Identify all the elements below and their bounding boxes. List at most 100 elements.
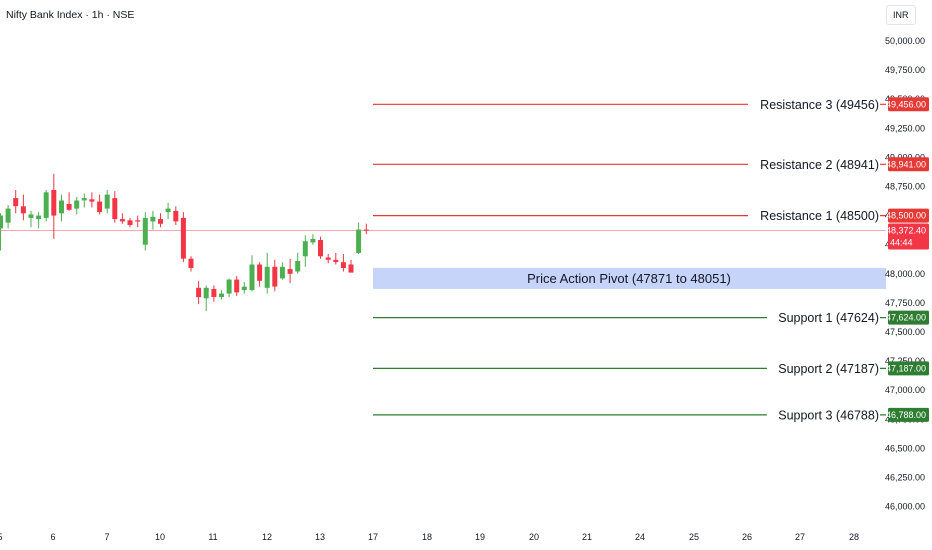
- y-tick-label: 49,750.00: [885, 65, 925, 75]
- candle-body: [59, 200, 64, 214]
- candle-body: [74, 200, 80, 209]
- candle-body: [356, 229, 362, 253]
- currency-selector[interactable]: INR: [886, 5, 916, 25]
- candle: [150, 210, 156, 230]
- pivot-zone-band: [373, 267, 886, 289]
- last-price-badge-bg: [888, 223, 929, 250]
- resistance-price-badge: 48,941.00: [886, 159, 926, 169]
- candle-body: [203, 287, 209, 299]
- candle: [325, 254, 331, 264]
- support-label: Support 3 (46788): [778, 408, 879, 422]
- candle-body: [127, 220, 133, 225]
- candle-body: [340, 262, 346, 268]
- candle: [272, 259, 278, 292]
- x-tick-label: 10: [155, 532, 165, 542]
- resistance-price-badge-bg: [888, 157, 929, 172]
- candle: [356, 222, 362, 254]
- candle-body: [318, 240, 323, 257]
- candle-body: [272, 266, 278, 287]
- candle-body: [81, 198, 87, 201]
- candle-body: [173, 210, 179, 222]
- candle: [249, 255, 255, 292]
- resistance-label: Resistance 1 (48500): [760, 209, 879, 223]
- candle: [318, 236, 323, 259]
- candle: [119, 213, 125, 224]
- x-tick-label: 12: [262, 532, 272, 542]
- candle: [340, 254, 346, 272]
- symbol-title: Nifty Bank Index · 1h · NSE: [6, 9, 135, 21]
- levels-layer: Resistance 3 (49456) Resistance 2 (48941)…: [0, 96, 886, 423]
- support-price-badge: 47,624.00: [886, 313, 926, 323]
- candle: [287, 258, 293, 284]
- candle: [13, 190, 19, 214]
- support-label-bg: [766, 309, 880, 326]
- candle-body: [325, 257, 331, 260]
- resistance-label-bg: [748, 156, 880, 173]
- candle-body: [264, 266, 270, 288]
- candle: [97, 194, 103, 215]
- candle-body: [348, 264, 354, 273]
- candle-body: [104, 194, 110, 209]
- candle: [59, 194, 64, 222]
- support-label-bg: [766, 406, 880, 423]
- candle: [279, 262, 285, 280]
- candle: [66, 192, 72, 211]
- candle-body: [51, 190, 57, 216]
- support-price-badge-bg: [888, 310, 929, 325]
- candle: [203, 285, 209, 311]
- candles-layer: [0, 173, 369, 311]
- y-tick-label: 50,000.00: [885, 36, 925, 46]
- candle: [142, 212, 148, 251]
- x-tick-label: 20: [529, 532, 539, 542]
- price-badges-layer: 49,456.00 48,941.00 48,500.00 47,624.00 47,1…: [886, 97, 929, 422]
- candle-body: [211, 288, 217, 297]
- candle-body: [279, 266, 285, 279]
- candle-body: [333, 259, 339, 263]
- resistance-price-badge-bg: [888, 208, 929, 223]
- x-tick-label: 27: [795, 532, 805, 542]
- candle: [104, 190, 110, 214]
- support-price-badge-bg: [888, 407, 929, 422]
- y-tick-label: 47,750.00: [885, 298, 925, 308]
- candle-body: [165, 208, 171, 213]
- y-tick-label: 47,000.00: [885, 385, 925, 395]
- x-tick-label: 6: [50, 532, 55, 542]
- candle: [241, 281, 247, 294]
- candle-body: [226, 279, 232, 294]
- candle: [51, 173, 57, 239]
- candle-body: [287, 269, 293, 274]
- candle: [234, 276, 240, 296]
- last-price-badge: 48,372.40: [886, 226, 926, 236]
- candle-body: [66, 204, 72, 210]
- candle: [5, 205, 11, 229]
- candle-body: [135, 220, 141, 222]
- candle: [158, 213, 163, 228]
- support-label: Support 1 (47624): [778, 311, 879, 325]
- pivot-zone-layer: Price Action Pivot (47871 to 48051): [373, 267, 886, 289]
- y-tick-label: 47,250.00: [885, 356, 925, 366]
- resistance-price-badge-bg: [888, 97, 929, 112]
- x-tick-label: 17: [368, 532, 378, 542]
- candle: [348, 259, 354, 273]
- x-tick-label: 18: [422, 532, 432, 542]
- candle: [36, 212, 42, 229]
- candle-body: [150, 216, 156, 222]
- candle: [89, 192, 95, 208]
- candle: [257, 262, 263, 287]
- candle: [363, 223, 369, 235]
- candle-body: [20, 206, 26, 214]
- support-label-bg: [766, 360, 880, 377]
- candle-body: [196, 287, 202, 298]
- candle: [28, 210, 34, 228]
- resistance-label: Resistance 3 (49456): [760, 98, 879, 112]
- support-price-badge: 47,187.00: [886, 363, 926, 373]
- x-tick-label: 13: [315, 532, 325, 542]
- candle: [20, 194, 26, 221]
- pivot-zone-label: Price Action Pivot (47871 to 48051): [527, 271, 731, 286]
- candle-body: [188, 258, 194, 268]
- candle-body: [241, 286, 247, 291]
- candle-body: [36, 215, 42, 220]
- resistance-label-bg: [748, 96, 880, 113]
- time-axis[interactable]: 5 6 7 10 11 12 13 17 18 19 20 21 24 25 26 27 28: [0, 532, 859, 542]
